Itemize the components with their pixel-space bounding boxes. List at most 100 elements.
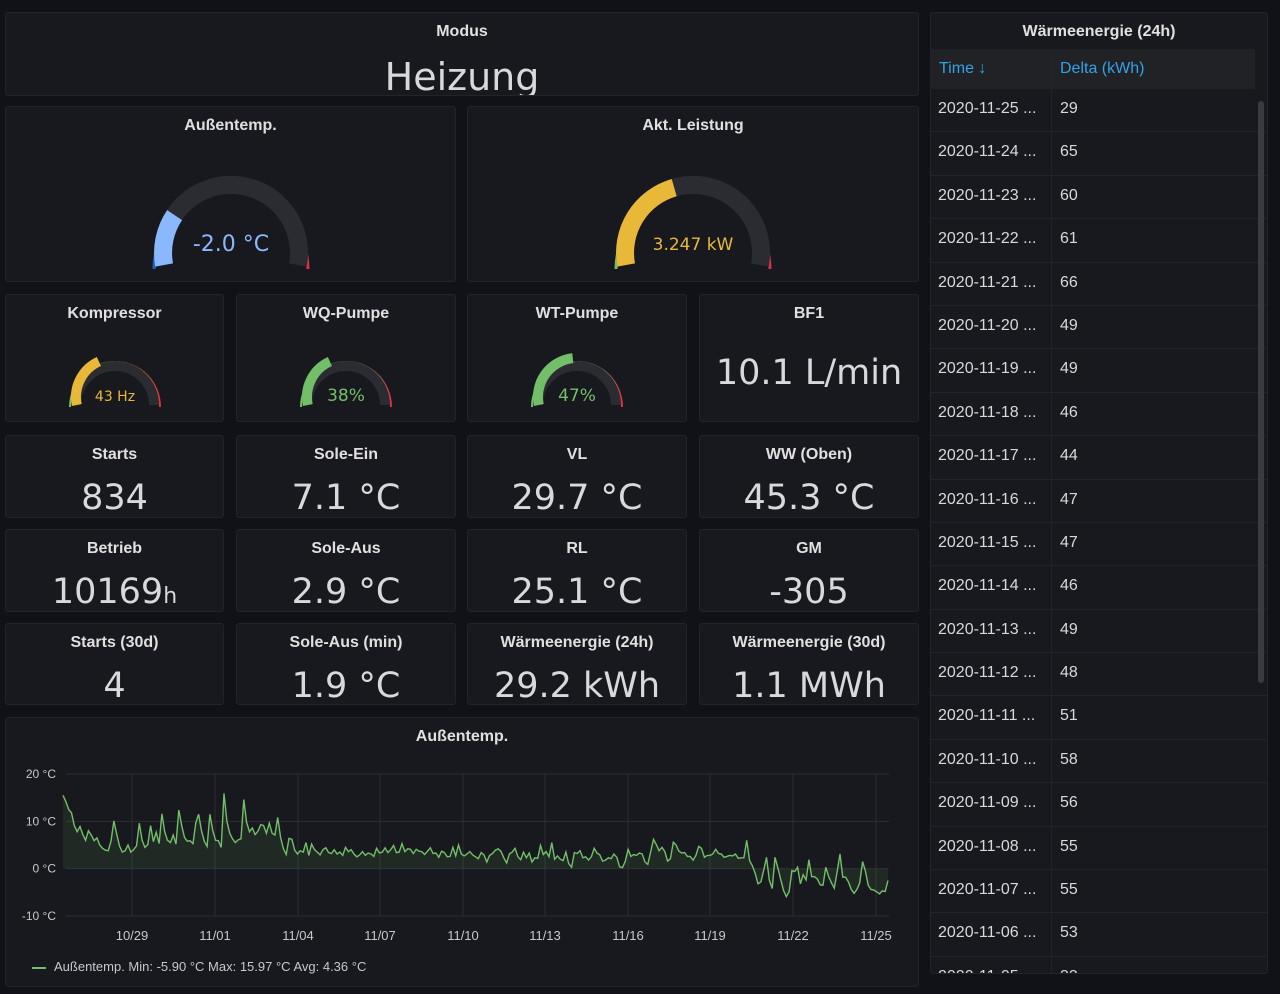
- time-cell: 2020-11-14 ...: [938, 577, 1037, 595]
- time-cell: 2020-11-23 ...: [938, 186, 1037, 204]
- time-cell: 2020-11-13 ...: [938, 620, 1037, 638]
- x-tick-label: 10/29: [116, 928, 149, 943]
- table-row[interactable]: 2020-11-25 ... 29: [931, 89, 1267, 133]
- table-row[interactable]: 2020-11-22 ... 61: [931, 219, 1267, 263]
- delta-cell: 47: [1060, 533, 1078, 551]
- delta-cell: 47: [1060, 490, 1078, 508]
- ww-oben-panel: WW (Oben) 45.3 °C: [699, 435, 919, 518]
- wq-pumpe-value: 38%: [327, 386, 365, 406]
- y-tick-label: 0 °C: [33, 862, 57, 876]
- waermeenergie-24h-value: 29.2 kWh: [493, 666, 661, 705]
- gm-title: GM: [796, 540, 822, 557]
- starts-title: Starts: [91, 446, 138, 463]
- series-line-aussentemp: [62, 793, 889, 899]
- delta-cell: 48: [1060, 664, 1078, 682]
- leistung-gauge-svg: 3.247 kW: [614, 175, 772, 270]
- table-row[interactable]: 2020-11-18 ... 46: [931, 393, 1267, 437]
- starts-panel: Starts 834: [5, 435, 224, 518]
- modus-panel: Modus Heizung: [5, 12, 919, 96]
- table-scrollbar[interactable]: [1258, 101, 1264, 683]
- table-row[interactable]: 2020-11-16 ... 47: [931, 480, 1267, 523]
- legend-swatch: [32, 966, 46, 969]
- time-cell: 2020-11-11 ...: [938, 707, 1036, 725]
- delta-cell: 29: [1060, 100, 1078, 117]
- rl-panel: RL 25.1 °C: [467, 529, 687, 612]
- table-row[interactable]: 2020-11-08 ... 55: [931, 827, 1267, 871]
- chart-legend[interactable]: Außentemp. Min: -5.90 °C Max: 15.97 °C A…: [32, 959, 366, 974]
- table-row[interactable]: 2020-11-21 ... 66: [931, 263, 1267, 306]
- table-row[interactable]: 2020-11-14 ... 46: [931, 566, 1267, 610]
- time-cell: 2020-11-16 ...: [938, 490, 1037, 508]
- table-row[interactable]: 2020-11-24 ... 65: [931, 132, 1267, 176]
- table-title: Wärmeenergie (24h): [1022, 23, 1176, 40]
- x-tick-label: 11/04: [282, 928, 314, 943]
- time-cell: 2020-11-08 ...: [938, 837, 1037, 855]
- wt-pumpe-panel: WT-Pumpe 47%: [467, 294, 687, 422]
- time-cell: 2020-11-06 ...: [938, 924, 1037, 942]
- delta-cell: 33: [1060, 968, 1078, 973]
- delta-cell: 60: [1060, 186, 1078, 204]
- table-row[interactable]: 2020-11-10 ... 58: [931, 740, 1267, 784]
- time-cell: 2020-11-15 ...: [938, 533, 1037, 551]
- x-tick-label: 11/13: [529, 928, 561, 943]
- x-tick-label: 11/07: [364, 928, 396, 943]
- table-row[interactable]: 2020-11-05 ... 33: [931, 957, 1267, 973]
- ww-oben-title: WW (Oben): [765, 446, 853, 463]
- betrieb-panel: Betrieb 10169h: [5, 529, 224, 612]
- delta-cell: 49: [1060, 620, 1078, 638]
- time-cell: 2020-11-18 ...: [938, 403, 1037, 421]
- wq-pumpe-title: WQ-Pumpe: [302, 305, 390, 322]
- waermeenergie-30d-title: Wärmeenergie (30d): [732, 634, 886, 651]
- sole-aus-min-value: 1.9 °C: [291, 666, 401, 705]
- waermeenergie-24h-title: Wärmeenergie (24h): [500, 634, 654, 651]
- table-row[interactable]: 2020-11-12 ... 48: [931, 653, 1267, 697]
- starts-value: 834: [81, 478, 148, 518]
- betrieb-value: 10169: [51, 572, 164, 612]
- table-row[interactable]: 2020-11-07 ... 55: [931, 870, 1267, 914]
- x-tick-label: 11/16: [612, 928, 644, 943]
- ww-oben-value: 45.3 °C: [743, 478, 875, 518]
- table-row[interactable]: 2020-11-20 ... 49: [931, 306, 1267, 350]
- wt-pumpe-title: WT-Pumpe: [535, 305, 619, 322]
- table-header: Time ↓ Delta (kWh): [931, 49, 1255, 89]
- table-row[interactable]: 2020-11-11 ... 51: [931, 696, 1267, 740]
- table-row[interactable]: 2020-11-09 ... 56: [931, 783, 1267, 827]
- modus-value: Heizung: [384, 55, 540, 96]
- wt-pumpe-gauge-svg: 47%: [531, 353, 623, 408]
- aussentemp-chart-panel: Außentemp. 20 °C 10 °C 0 °C -10 °C 10/29 11/0…: [5, 717, 919, 987]
- leistung-gauge: 3.247 kW: [468, 153, 918, 277]
- aussentemp-gauge: -2.0 °C: [6, 153, 455, 277]
- sole-aus-min-title: Sole-Aus (min): [289, 634, 403, 651]
- kompressor-gauge-svg: 43 Hz: [68, 356, 161, 408]
- vl-title: VL: [566, 446, 588, 463]
- aussentemp-line-chart: 20 °C 10 °C 0 °C -10 °C 10/29 11/01 11/04 11/07…: [22, 767, 892, 943]
- vl-value: 29.7 °C: [511, 478, 643, 518]
- delta-cell: 55: [1060, 881, 1078, 899]
- sole-aus-value: 2.9 °C: [291, 572, 401, 612]
- table-row[interactable]: 2020-11-13 ... 49: [931, 610, 1267, 654]
- col-time-header[interactable]: Time ↓: [939, 60, 987, 77]
- table-row[interactable]: 2020-11-17 ... 44: [931, 436, 1267, 480]
- kompressor-value: 43 Hz: [94, 389, 134, 405]
- table-row[interactable]: 2020-11-15 ... 47: [931, 523, 1267, 567]
- aussentemp-gauge-panel: Außentemp. -2.0 °C: [5, 106, 456, 282]
- sole-ein-panel: Sole-Ein 7.1 °C: [236, 435, 456, 518]
- col-delta-header[interactable]: Delta (kWh): [1060, 60, 1145, 77]
- bf1-panel: BF1 10.1 L/min: [699, 294, 919, 422]
- leistung-gauge-title: Akt. Leistung: [642, 117, 744, 134]
- table-row[interactable]: 2020-11-06 ... 53: [931, 913, 1267, 957]
- sole-aus-panel: Sole-Aus 2.9 °C: [236, 529, 456, 612]
- time-cell: 2020-11-12 ...: [938, 664, 1037, 682]
- delta-cell: 46: [1060, 403, 1078, 421]
- sole-ein-value: 7.1 °C: [291, 478, 401, 518]
- sole-ein-title: Sole-Ein: [313, 446, 378, 463]
- waermeenergie-30d-value: 1.1 MWh: [732, 666, 886, 705]
- table-body: 2020-11-25 ... 29 2020-11-24 ... 65 2020-11-…: [931, 89, 1267, 973]
- table-row[interactable]: 2020-11-19 ... 49: [931, 349, 1267, 393]
- delta-cell: 49: [1060, 316, 1078, 334]
- sole-aus-title: Sole-Aus: [311, 540, 381, 557]
- kompressor-panel: Kompressor 43 Hz: [5, 294, 224, 422]
- delta-cell: 53: [1060, 924, 1078, 942]
- table-row[interactable]: 2020-11-23 ... 60: [931, 176, 1267, 220]
- chart-title: Außentemp.: [415, 728, 509, 745]
